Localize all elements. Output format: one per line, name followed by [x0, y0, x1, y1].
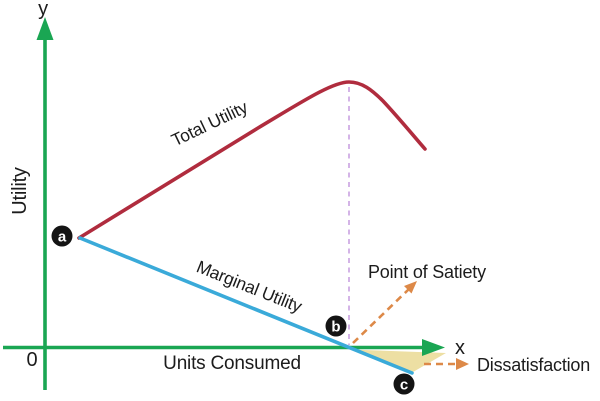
x-axis-arrowhead-icon [422, 339, 445, 356]
total-utility-label: Total Utility [168, 97, 251, 151]
point-of-satiety-label: Point of Satiety [368, 262, 486, 282]
origin-label: 0 [27, 349, 38, 371]
satiety-arrowhead-icon [404, 281, 417, 294]
x-axis-arrow-label: x [455, 337, 465, 359]
total-utility-curve [77, 80, 427, 240]
x-axis-title: Units Consumed [163, 353, 301, 374]
dissatisfaction-arrowhead-icon [456, 358, 469, 370]
dissatisfaction-label: Dissatisfaction [477, 355, 590, 375]
point-c-marker [393, 373, 415, 395]
marginal-utility-line [78, 236, 414, 375]
y-axis-title: Utility [9, 167, 31, 215]
y-axis-arrowhead-icon [36, 17, 54, 40]
satiety-arrow-shaft [352, 288, 410, 344]
point-c-label: c [400, 377, 408, 394]
y-axis-arrow-label: y [38, 0, 48, 20]
point-b-label: b [331, 319, 340, 336]
point-a-label: a [58, 229, 67, 246]
point-b-marker [325, 315, 347, 337]
point-a-marker [51, 225, 73, 247]
